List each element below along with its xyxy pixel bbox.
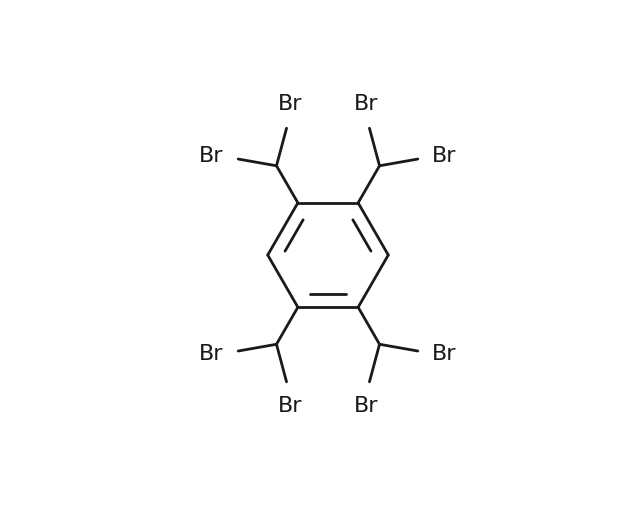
Text: Br: Br <box>433 343 457 364</box>
Text: Br: Br <box>353 396 378 416</box>
Text: Br: Br <box>199 343 223 364</box>
Text: Br: Br <box>353 94 378 114</box>
Text: Br: Br <box>278 396 303 416</box>
Text: Br: Br <box>433 146 457 167</box>
Text: Br: Br <box>199 146 223 167</box>
Text: Br: Br <box>278 94 303 114</box>
